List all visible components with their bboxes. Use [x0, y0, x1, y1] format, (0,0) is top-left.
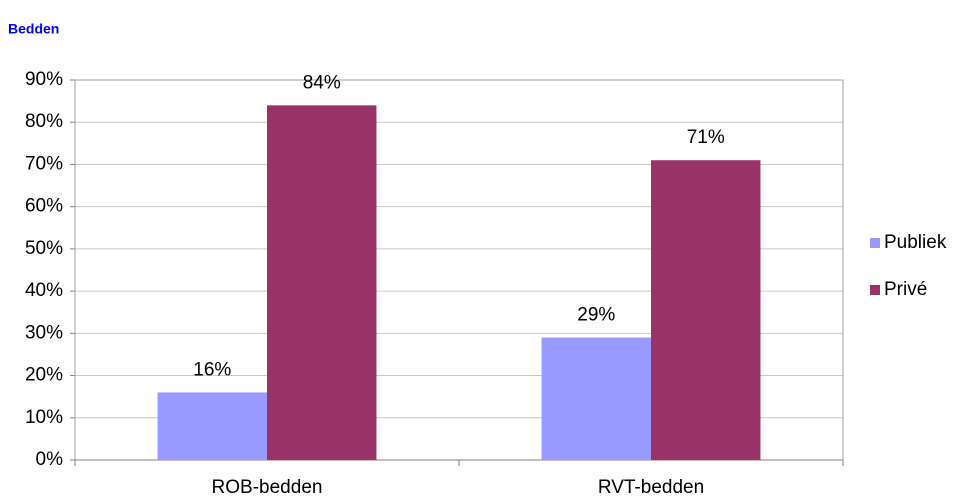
legend-label: Privé: [884, 279, 927, 300]
legend-swatch: [870, 238, 880, 248]
data-label: 71%: [687, 127, 725, 148]
chart-title: Bedden: [8, 21, 59, 37]
y-tick-label: 80%: [25, 111, 63, 132]
y-tick-label: 10%: [25, 407, 63, 428]
y-tick-label: 90%: [25, 69, 63, 90]
y-tick-label: 40%: [25, 280, 63, 301]
x-tick-label: ROB-bedden: [212, 477, 323, 498]
bar: [267, 105, 377, 460]
y-tick-label: 50%: [25, 238, 63, 259]
y-tick-label: 70%: [25, 153, 63, 174]
x-tick-label: RVT-bedden: [598, 477, 704, 498]
legend-swatch: [870, 285, 880, 295]
y-tick-label: 30%: [25, 322, 63, 343]
y-tick-label: 60%: [25, 196, 63, 217]
data-label: 84%: [303, 72, 341, 93]
bar: [157, 392, 267, 460]
y-tick-label: 0%: [36, 449, 64, 470]
y-tick-label: 20%: [25, 365, 63, 386]
bar: [651, 160, 761, 460]
legend-label: Publiek: [884, 232, 947, 253]
data-label: 29%: [577, 305, 615, 326]
bar: [541, 337, 651, 460]
data-label: 16%: [193, 359, 231, 380]
